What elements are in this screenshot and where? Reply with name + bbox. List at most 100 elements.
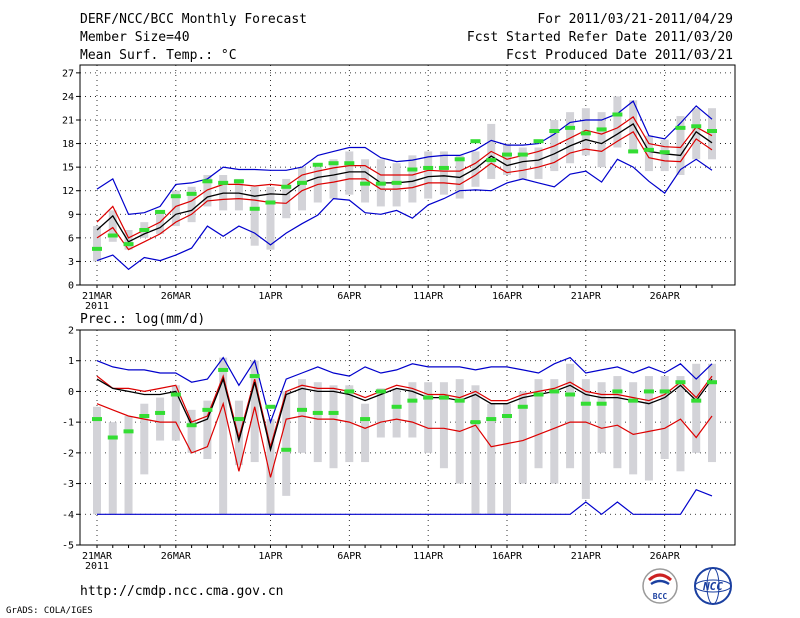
observed-marker [344, 389, 355, 394]
x-tick-label: 16APR [492, 291, 523, 302]
ensemble-max-line [96, 100, 713, 215]
observed-marker [297, 180, 307, 185]
forecast-period: For 2011/03/21-2011/04/29 [537, 12, 733, 27]
ensemble-range-bar [660, 139, 669, 172]
ensemble-range-bar [219, 357, 228, 515]
observed-marker [565, 392, 576, 397]
observed-marker [596, 401, 607, 406]
ensemble-range-bar [613, 96, 622, 148]
chart-title: DERF/NCC/BCC Monthly Forecast [80, 12, 307, 27]
observed-marker [628, 398, 639, 403]
ensemble-range-bar [282, 391, 291, 496]
observed-marker [218, 180, 229, 185]
observed-marker [186, 423, 197, 428]
observed-marker [202, 179, 213, 184]
observed-marker [170, 392, 181, 397]
ensemble-range-bar [171, 385, 180, 441]
ensemble-range-bar [187, 186, 196, 223]
observed-marker [328, 410, 339, 415]
observed-marker [92, 417, 102, 422]
observed-marker [218, 367, 229, 372]
observed-marker [549, 389, 560, 394]
x-tick-label: 11APR [413, 291, 444, 302]
observed-marker [423, 395, 434, 400]
y-tick-label: -1 [62, 418, 74, 429]
ensemble-range-bar [629, 382, 638, 475]
bcc-logo: BCC [642, 568, 678, 604]
ensemble-range-bar [266, 419, 275, 515]
ensemble-range-bar [187, 409, 196, 453]
y-tick-label: 12 [62, 186, 74, 197]
ensemble-range-bar [203, 175, 212, 207]
y-tick-label: -5 [62, 541, 74, 552]
ncc-logo-text: NCC [702, 580, 723, 593]
ensemble-range-bar [345, 385, 354, 463]
observed-marker [281, 447, 292, 452]
ensemble-mean-line [96, 376, 713, 453]
observed-marker [438, 165, 449, 170]
observed-marker [659, 150, 670, 155]
ensemble-range-bar [140, 403, 149, 475]
x-tick-label: 26MAR [161, 291, 192, 302]
ensemble-range-bar [156, 397, 165, 441]
x-tick-label: 21MAR [82, 551, 113, 562]
observed-marker [360, 417, 371, 422]
observed-marker [675, 125, 686, 130]
observed-marker [391, 180, 402, 185]
observed-marker [233, 417, 244, 422]
forecast-produced-date: Fcst Produced Date 2011/03/21 [506, 48, 733, 63]
y-tick-label: 1 [68, 356, 74, 367]
observed-marker [580, 401, 591, 406]
ensemble-min-line [96, 158, 713, 271]
observed-marker [612, 389, 623, 394]
ensemble-range-bar [282, 178, 291, 219]
ensemble-range-bar [471, 385, 480, 515]
observed-marker [265, 200, 276, 205]
observed-marker [707, 129, 717, 133]
observed-marker [612, 112, 623, 117]
lower-spread-line [96, 401, 713, 478]
ensemble-range-bar [408, 382, 417, 438]
observed-marker [186, 191, 197, 196]
y-tick-label: 6 [68, 233, 74, 244]
observed-marker [123, 242, 134, 247]
x-tick-label: 21APR [571, 551, 602, 562]
ensemble-range-bar [503, 403, 511, 515]
ensemble-range-bar [534, 147, 543, 179]
observed-marker [502, 152, 512, 157]
observed-marker [170, 194, 181, 199]
ensemble-range-bar [234, 400, 243, 466]
ensemble-mean-line [96, 122, 713, 243]
source-url[interactable]: http://cmdp.ncc.cma.gov.cn [80, 584, 284, 599]
observed-marker [643, 147, 654, 152]
ensemble-range-bar [93, 226, 101, 262]
y-tick-label: -3 [62, 479, 74, 490]
observed-marker [517, 404, 528, 409]
observed-marker [691, 398, 702, 403]
ensemble-range-bar [108, 422, 117, 515]
observed-marker [502, 414, 512, 418]
x-tick-label: 11APR [413, 551, 444, 562]
observed-marker [438, 395, 449, 400]
x-tick-label: 21MAR [82, 291, 113, 302]
observed-marker [580, 131, 591, 136]
ensemble-range-bar [203, 400, 212, 459]
y-tick-label: 24 [62, 92, 74, 103]
observed-marker [202, 407, 213, 412]
observed-marker [565, 125, 576, 130]
ensemble-range-bar [597, 382, 606, 453]
y-tick-label: -4 [62, 510, 74, 521]
observed-marker [407, 167, 418, 172]
observed-marker [265, 404, 276, 409]
grads-credit: GrADS: COLA/IGES [6, 606, 93, 616]
ensemble-range-bar [124, 416, 133, 515]
observed-marker [659, 389, 670, 394]
x-tick-label: 21APR [571, 291, 602, 302]
ensemble-range-bar [266, 186, 275, 250]
ensemble-range-bar [518, 147, 527, 179]
ensemble-range-bar [439, 382, 448, 469]
observed-marker [375, 181, 386, 186]
x-tick-label: 6APR [337, 291, 362, 302]
observed-marker [549, 129, 560, 133]
